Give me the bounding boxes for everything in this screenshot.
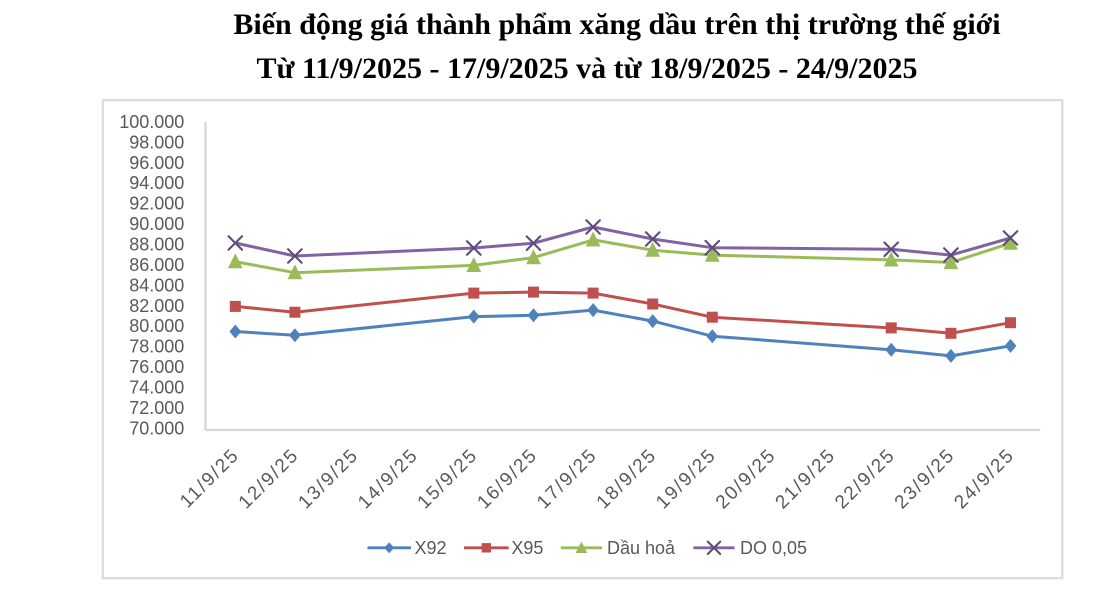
- svg-text:76.000: 76.000: [129, 357, 184, 377]
- svg-text:80.000: 80.000: [129, 316, 184, 336]
- svg-text:86.000: 86.000: [129, 255, 184, 275]
- svg-text:98.000: 98.000: [129, 132, 184, 152]
- svg-text:82.000: 82.000: [129, 296, 184, 316]
- svg-text:90.000: 90.000: [129, 214, 184, 234]
- svg-text:96.000: 96.000: [129, 153, 184, 173]
- svg-text:72.000: 72.000: [129, 398, 184, 418]
- svg-text:94.000: 94.000: [129, 173, 184, 193]
- svg-text:70.000: 70.000: [129, 418, 184, 438]
- svg-text:Dầu hoả: Dầu hoả: [607, 538, 676, 558]
- svg-text:X92: X92: [415, 538, 447, 558]
- svg-text:74.000: 74.000: [129, 378, 184, 398]
- svg-text:X95: X95: [511, 538, 543, 558]
- svg-text:88.000: 88.000: [129, 235, 184, 255]
- svg-text:84.000: 84.000: [129, 275, 184, 295]
- svg-text:DO 0,05: DO 0,05: [740, 538, 807, 558]
- svg-text:100.000: 100.000: [119, 112, 184, 132]
- svg-text:78.000: 78.000: [129, 337, 184, 357]
- svg-text:92.000: 92.000: [129, 194, 184, 214]
